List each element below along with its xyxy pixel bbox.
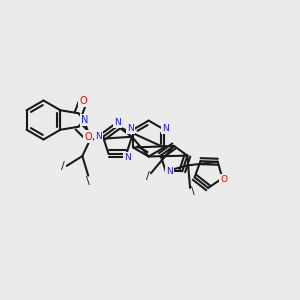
Text: N: N [166, 167, 173, 176]
Text: N: N [128, 124, 134, 133]
Text: N: N [95, 132, 102, 141]
Text: \: \ [86, 176, 90, 186]
Text: O: O [84, 131, 92, 142]
Text: O: O [80, 96, 87, 106]
Text: O: O [220, 175, 227, 184]
Text: N: N [124, 153, 131, 162]
Text: N: N [81, 115, 88, 125]
Text: /: / [146, 171, 150, 181]
Text: N: N [114, 118, 121, 127]
Text: /: / [61, 161, 65, 171]
Text: N: N [162, 124, 169, 133]
Text: \: \ [191, 186, 195, 196]
